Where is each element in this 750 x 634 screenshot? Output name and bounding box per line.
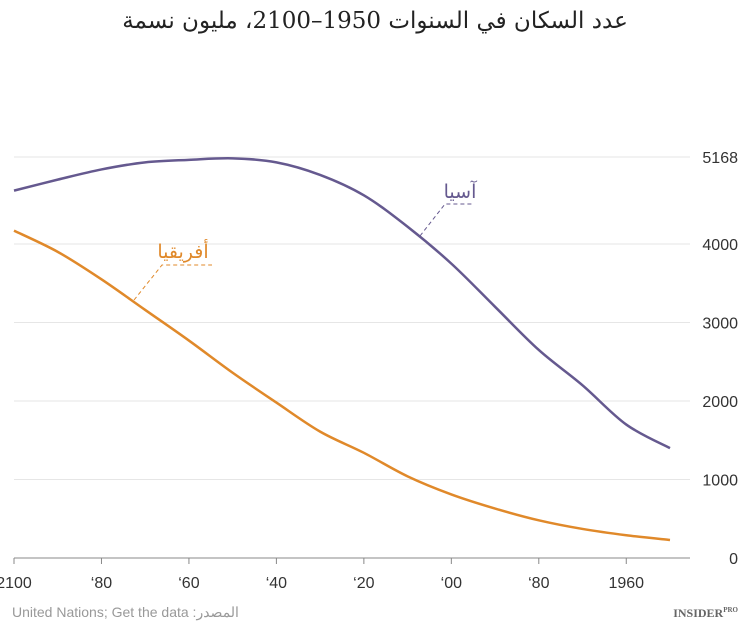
x-tick-label: ‘20 bbox=[353, 575, 374, 592]
x-tick-label: ‘40 bbox=[266, 575, 287, 592]
y-tick-label: 3000 bbox=[702, 316, 738, 333]
y-tick-label: 4000 bbox=[702, 237, 738, 254]
source-text: المصدر: United Nations; Get the data bbox=[12, 604, 239, 620]
y-tick-label: 1000 bbox=[702, 473, 738, 490]
y-tick-label: 2000 bbox=[702, 394, 738, 411]
y-tick-label: 5168 bbox=[702, 150, 738, 167]
series-line-asia bbox=[13, 157, 671, 450]
x-tick-label: 2100 bbox=[0, 575, 32, 592]
series-line-africa bbox=[13, 229, 671, 542]
x-tick-label: 1960 bbox=[608, 575, 644, 592]
x-tick-label: ‘60 bbox=[178, 575, 199, 592]
chart-title: عدد السكان في السنوات 1950–2100، مليون ن… bbox=[122, 8, 628, 34]
x-tick-label: ‘00 bbox=[441, 575, 462, 592]
y-tick-label: 0 bbox=[729, 551, 738, 568]
africa-leader-line bbox=[133, 264, 212, 301]
series-label-africa: أفريقيا bbox=[157, 239, 208, 263]
x-tick-label: ‘80 bbox=[528, 575, 549, 592]
series-label-asia: آسيا bbox=[444, 179, 477, 203]
source-note: المصدر: United Nations; Get the data bbox=[12, 604, 239, 621]
line-chart: 0 1000 2000 3000 4000 5168 2100 ‘80 ‘60 ‘40 ‘20 ‘00… bbox=[0, 150, 738, 592]
x-tick-label: ‘80 bbox=[91, 575, 112, 592]
insider-pro-logo: INSIDERPRO bbox=[673, 606, 738, 620]
asia-leader-line bbox=[419, 203, 474, 237]
